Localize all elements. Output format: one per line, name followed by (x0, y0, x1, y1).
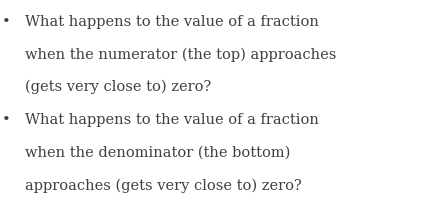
Text: What happens to the value of a fraction: What happens to the value of a fraction (25, 15, 319, 29)
Text: What happens to the value of a fraction: What happens to the value of a fraction (25, 113, 319, 127)
Text: •: • (2, 113, 11, 127)
Text: •: • (2, 15, 11, 29)
Text: when the numerator (the top) approaches: when the numerator (the top) approaches (25, 47, 337, 62)
Text: approaches (gets very close to) zero?: approaches (gets very close to) zero? (25, 178, 302, 193)
Text: when the denominator (the bottom): when the denominator (the bottom) (25, 146, 291, 160)
Text: (gets very close to) zero?: (gets very close to) zero? (25, 80, 212, 94)
